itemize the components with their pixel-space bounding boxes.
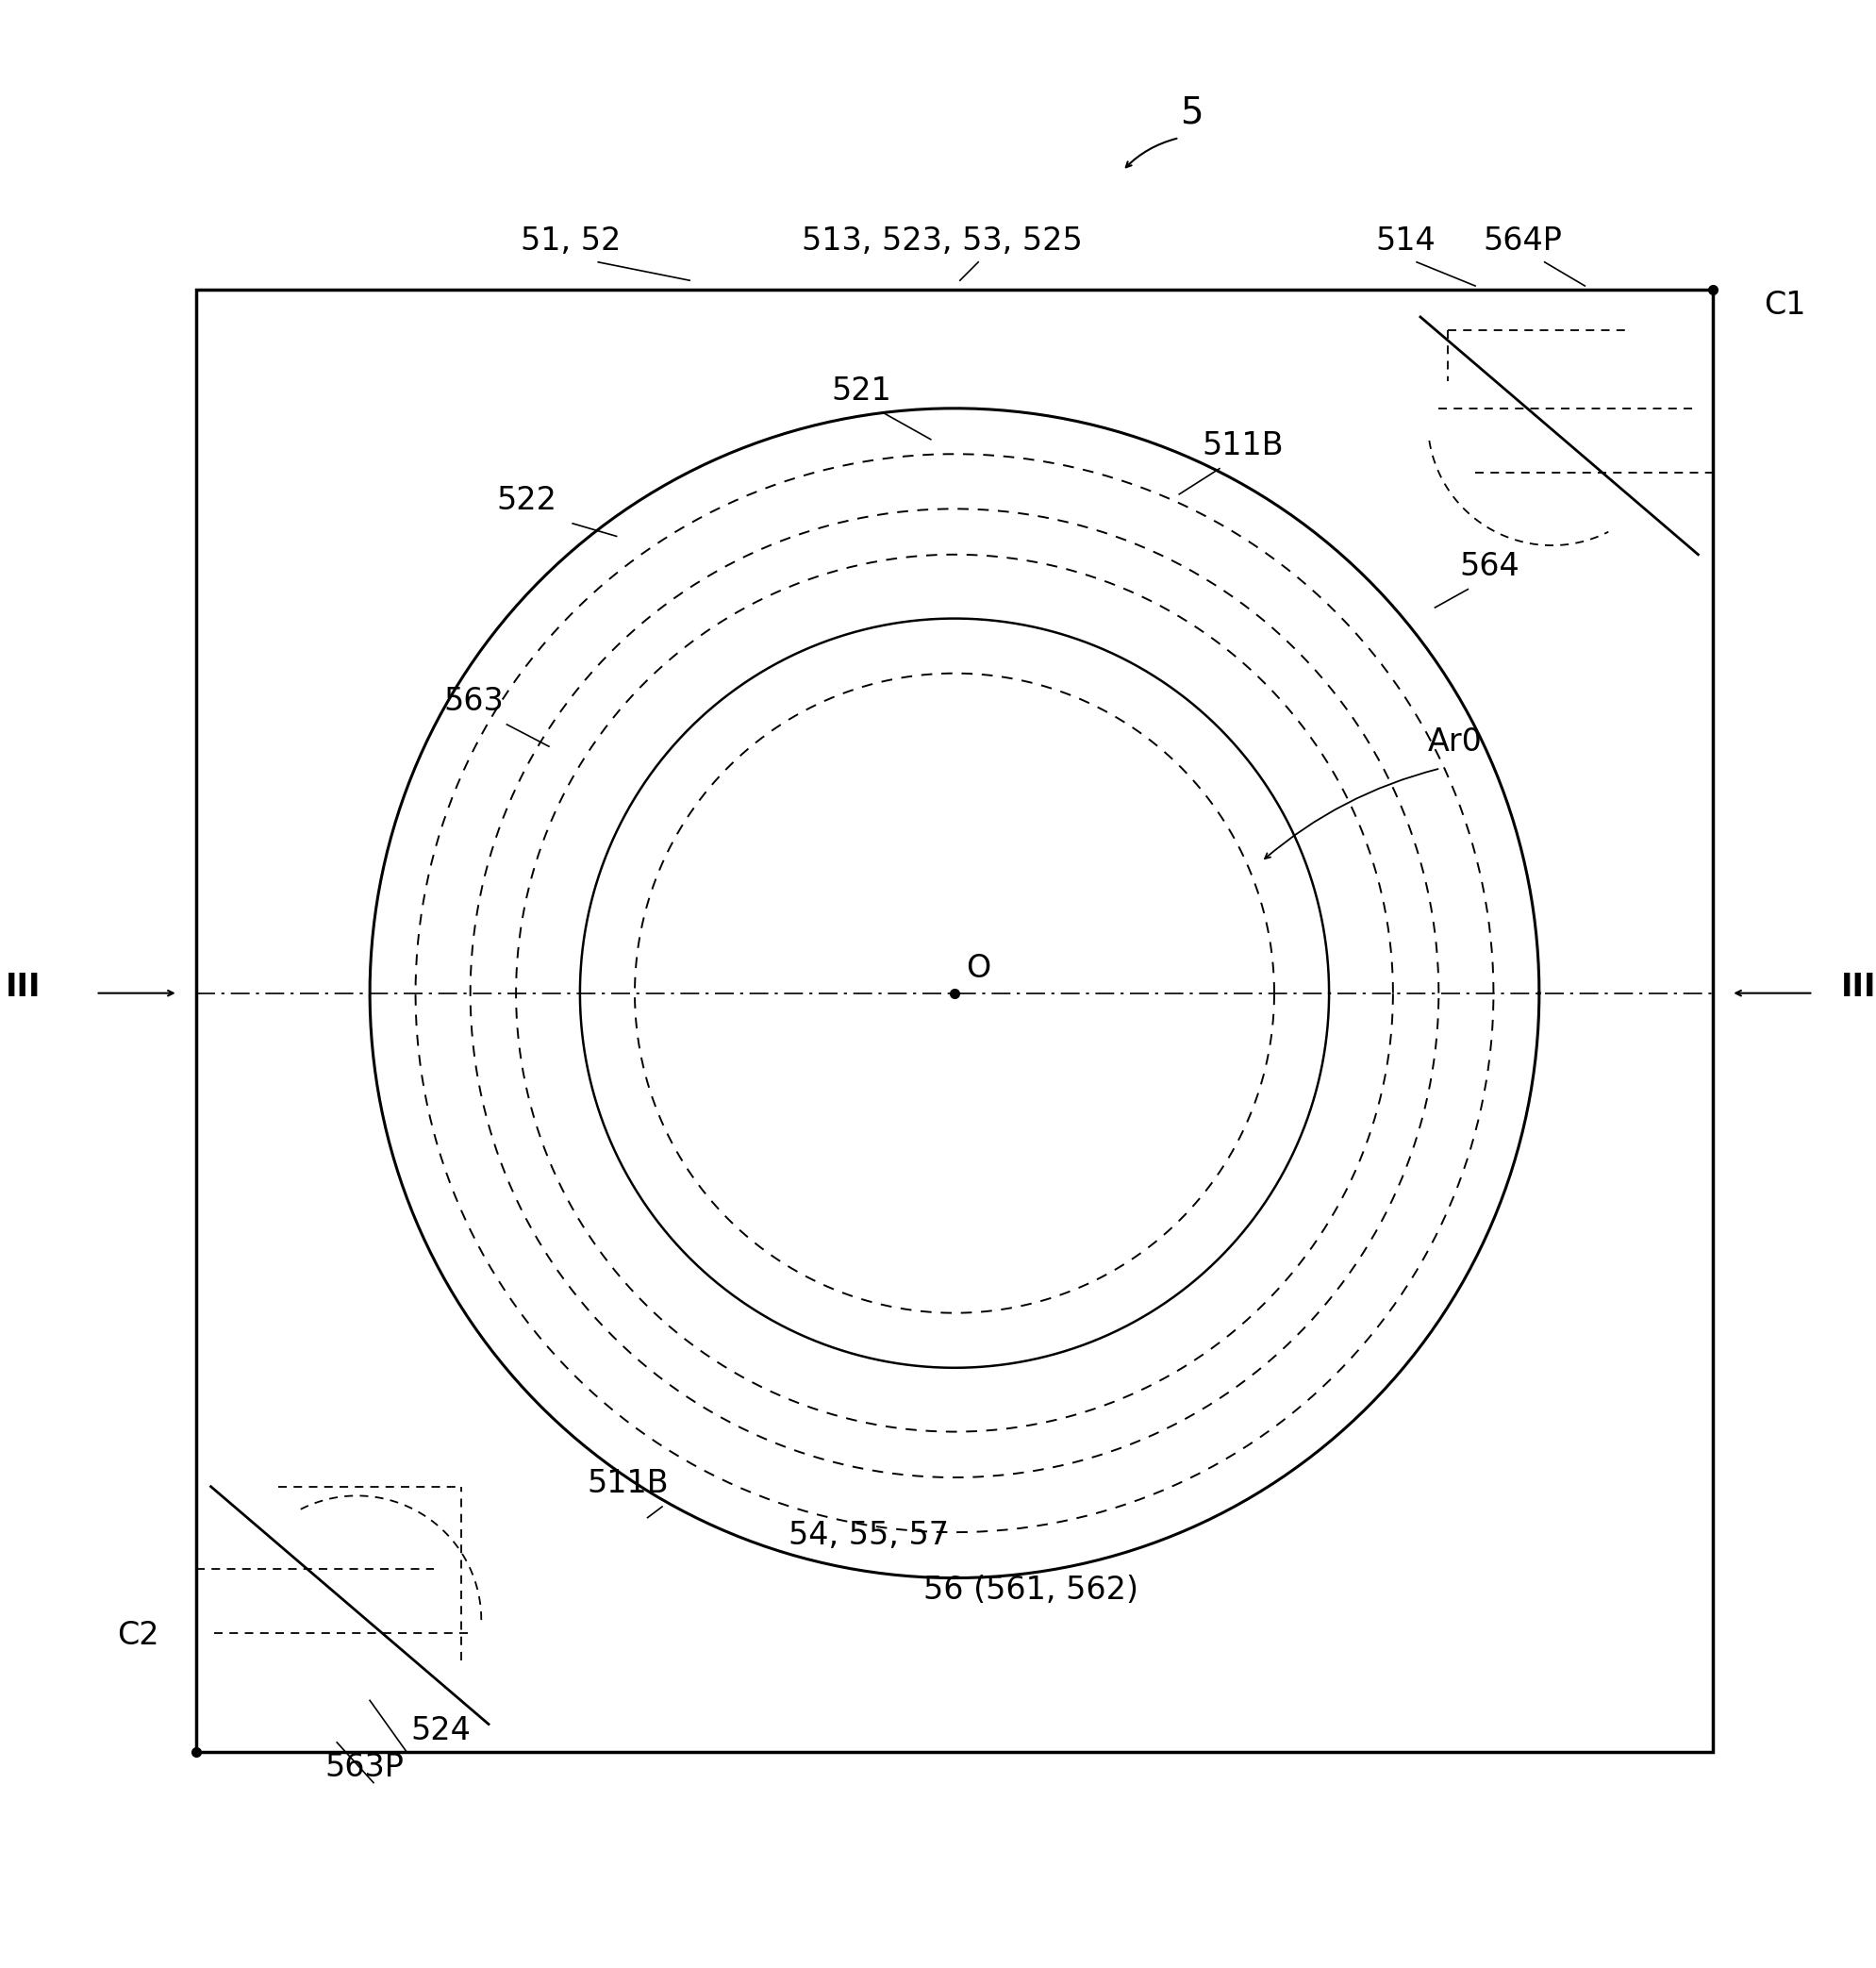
Text: 564: 564 [1460, 551, 1520, 583]
Text: 51, 52: 51, 52 [522, 226, 621, 256]
Text: 563P: 563P [325, 1752, 403, 1783]
Text: III: III [1840, 972, 1876, 1004]
Text: 5: 5 [1180, 94, 1204, 130]
Text: 563: 563 [445, 687, 505, 716]
Text: 511B: 511B [587, 1468, 668, 1500]
Text: 524: 524 [411, 1714, 471, 1746]
Text: 54, 55, 57: 54, 55, 57 [788, 1519, 949, 1551]
Text: O: O [966, 953, 991, 984]
Text: III: III [6, 972, 41, 1004]
Text: 522: 522 [497, 484, 557, 516]
Text: 564P: 564P [1484, 226, 1563, 256]
Text: 514: 514 [1375, 226, 1435, 256]
Text: 511B: 511B [1203, 431, 1283, 461]
Text: C1: C1 [1763, 289, 1807, 321]
Text: 56 (561, 562): 56 (561, 562) [923, 1574, 1139, 1606]
Text: 513, 523, 53, 525: 513, 523, 53, 525 [801, 226, 1082, 256]
Text: C2: C2 [116, 1620, 159, 1651]
Text: Ar0: Ar0 [1428, 726, 1482, 758]
Text: 521: 521 [831, 376, 891, 407]
